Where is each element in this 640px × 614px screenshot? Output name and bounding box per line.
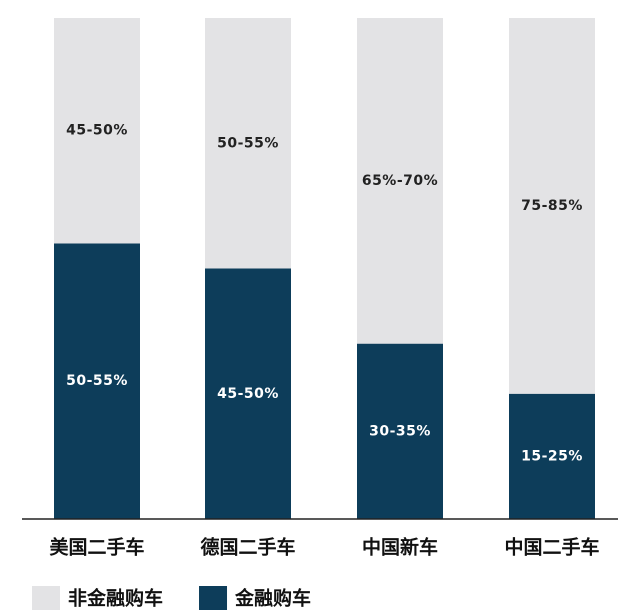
x-tick-label: 美国二手车	[49, 536, 144, 559]
value-label: 15-25%	[521, 448, 583, 464]
bar-segment	[54, 18, 140, 244]
value-label: 45-50%	[217, 386, 279, 402]
x-tick-label: 德国二手车	[200, 536, 295, 559]
bar-segment	[357, 18, 443, 344]
value-label: 50-55%	[66, 373, 128, 389]
value-label: 65%-70%	[362, 173, 438, 189]
legend-swatch	[32, 586, 60, 610]
legend-label: 金融购车	[234, 587, 311, 610]
bar-segment	[509, 393, 595, 519]
value-label: 30-35%	[369, 423, 431, 439]
bar-segment	[357, 343, 443, 519]
legend-label: 非金融购车	[68, 587, 163, 610]
x-tick-label: 中国二手车	[504, 536, 599, 559]
value-label: 50-55%	[217, 135, 279, 151]
bar-segment	[205, 268, 291, 519]
value-label: 75-85%	[521, 198, 583, 214]
value-label: 45-50%	[66, 123, 128, 139]
bar-segment	[509, 18, 595, 394]
x-tick-label: 中国新车	[362, 536, 438, 559]
bar-segment	[54, 243, 140, 519]
bar-segment	[205, 18, 291, 269]
legend-swatch	[199, 586, 228, 610]
